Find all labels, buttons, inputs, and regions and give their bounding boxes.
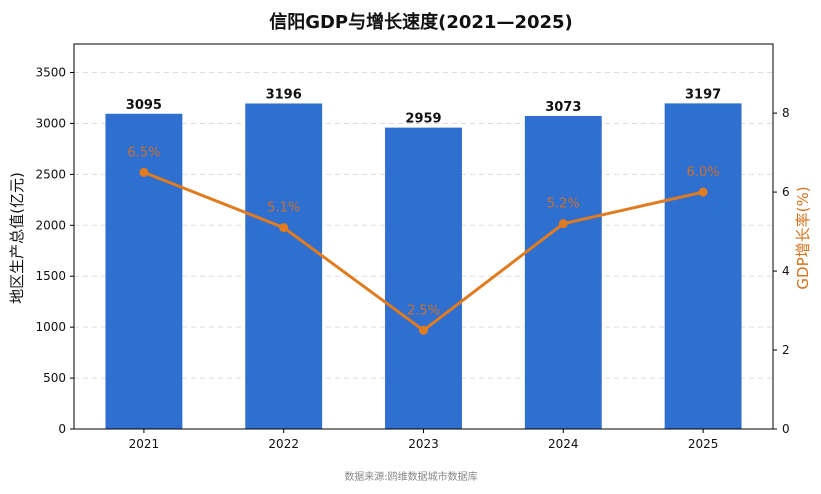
growth-value-label: 5.2% bbox=[547, 197, 580, 212]
axis-layer: 0 500 1000 1500 2000 2500 3000 3500 0 2 4 6 8 2021 202… bbox=[35, 43, 790, 451]
y-left-tick-label: 500 bbox=[43, 371, 66, 385]
y-left-tick-label: 0 bbox=[58, 422, 66, 436]
y-left-tick-label: 3500 bbox=[35, 66, 66, 80]
y-right-tick-label: 8 bbox=[782, 106, 790, 120]
bar-2024 bbox=[524, 116, 602, 429]
y-left-tick-label: 1500 bbox=[35, 269, 66, 283]
bar-2021 bbox=[105, 113, 183, 429]
y-right-tick-label: 4 bbox=[782, 264, 790, 278]
growth-value-label: 2.5% bbox=[407, 303, 440, 318]
growth-value-label: 5.1% bbox=[267, 201, 300, 216]
bar-value-label: 2959 bbox=[405, 112, 441, 127]
growth-point-2025 bbox=[698, 187, 708, 197]
bar-2025 bbox=[664, 103, 742, 429]
x-tick-label: 2021 bbox=[129, 437, 160, 451]
y-left-tick-label: 2000 bbox=[35, 218, 66, 232]
line-layer: 6.5% 5.1% 2.5% 5.2% 6.0% bbox=[127, 145, 720, 335]
growth-point-2024 bbox=[558, 219, 568, 229]
y-right-tick-label: 2 bbox=[782, 343, 790, 357]
y-left-tick-label: 2500 bbox=[35, 167, 66, 181]
growth-value-label: 6.0% bbox=[687, 165, 720, 180]
x-tick-label: 2022 bbox=[268, 437, 299, 451]
x-tick-label: 2023 bbox=[408, 437, 439, 451]
bar-layer: 3095 3196 2959 3073 3197 bbox=[105, 87, 742, 430]
bar-2022 bbox=[245, 103, 323, 430]
bar-value-label: 3095 bbox=[126, 98, 162, 113]
growth-point-2023 bbox=[419, 325, 428, 335]
y-left-tick-label: 3000 bbox=[35, 116, 66, 130]
y-right-tick-label: 0 bbox=[782, 422, 790, 436]
source-note: 数据来源:鸥维数据城市数据库 bbox=[344, 470, 477, 483]
growth-point-2021 bbox=[139, 167, 149, 177]
growth-value-label: 6.5% bbox=[127, 145, 160, 160]
y-axis-left-title: 地区生产总值(亿元) bbox=[8, 172, 26, 304]
x-tick-label: 2025 bbox=[688, 437, 719, 451]
bar-value-label: 3196 bbox=[266, 87, 302, 102]
y-right-tick-label: 6 bbox=[782, 185, 790, 199]
bar-value-label: 3073 bbox=[545, 100, 581, 115]
y-axis-right-title: GDP增长率(%) bbox=[794, 186, 812, 289]
bar-value-label: 3197 bbox=[685, 87, 721, 102]
y-left-tick-label: 1000 bbox=[35, 320, 66, 334]
chart-title: 信阳GDP与增长速度(2021—2025) bbox=[269, 11, 573, 33]
bar-2023 bbox=[385, 127, 462, 430]
x-tick-label: 2024 bbox=[548, 437, 579, 451]
growth-point-2022 bbox=[279, 223, 289, 233]
